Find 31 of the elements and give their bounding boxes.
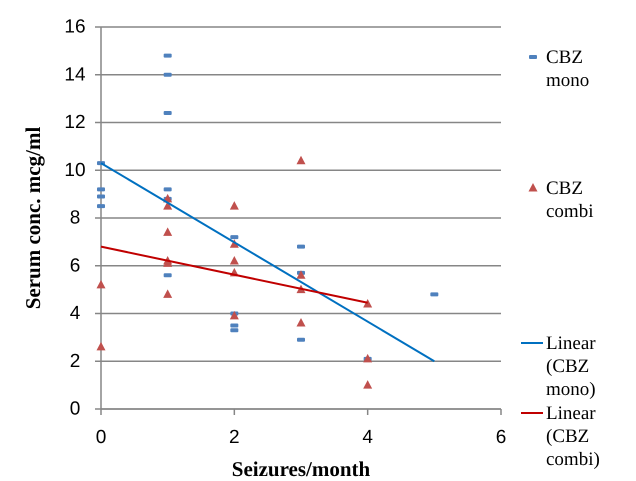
point (96, 280, 106, 288)
y-tick-label: 4 (70, 303, 81, 324)
point (230, 201, 239, 210)
y-axis-title: Serum conc. mcg/ml (21, 126, 45, 310)
y-tick-label: 6 (70, 255, 80, 276)
point (230, 310, 239, 320)
point (363, 354, 372, 362)
point (296, 318, 306, 327)
point (163, 227, 172, 236)
y-tick-label: 16 (64, 16, 86, 38)
x-tick-label: 0 (96, 427, 106, 448)
y-tick-label: 14 (64, 64, 86, 86)
point (363, 380, 372, 389)
point (230, 256, 239, 264)
legend-label: CBZ combi (546, 178, 594, 222)
x-tick-label: 2 (229, 427, 240, 448)
legend-label: Linear (CBZ mono) (546, 332, 596, 400)
y-tick-label: 2 (70, 350, 80, 372)
x-tick-label: 6 (496, 427, 506, 448)
y-tick-label: 0 (70, 398, 80, 420)
point (96, 342, 106, 350)
legend-label: CBZ mono (546, 46, 590, 90)
y-tick-label: 12 (64, 112, 86, 133)
legend-label: Linear (CBZ combi) (546, 402, 600, 470)
y-tick-label: 10 (64, 160, 86, 181)
x-axis-title: Seizures/month (232, 457, 371, 481)
x-tick-label: 4 (362, 427, 374, 448)
point (163, 289, 172, 298)
y-tick-label: 8 (70, 208, 80, 228)
point (296, 270, 306, 279)
point (296, 156, 306, 164)
